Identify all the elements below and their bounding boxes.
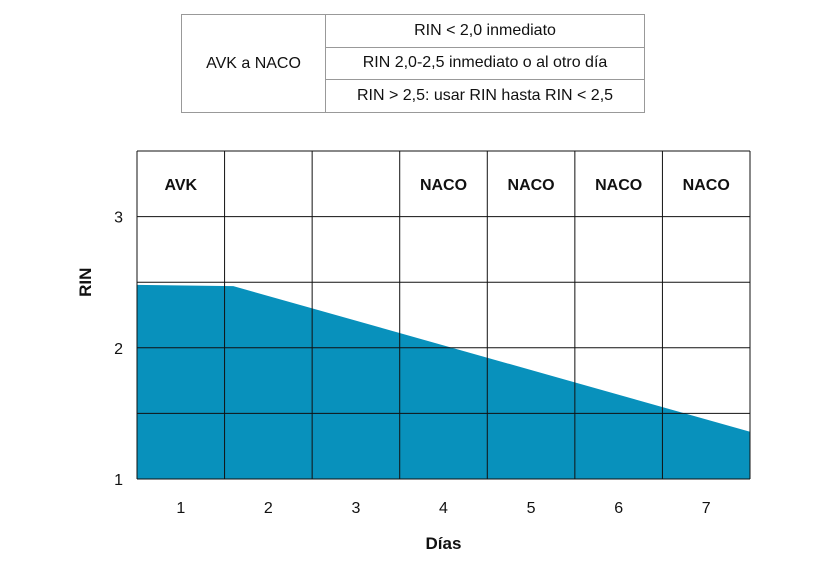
column-header: NACO [595, 177, 642, 194]
y-tick-label: 1 [114, 472, 123, 489]
legend-rule: RIN < 2,0 inmediato [325, 14, 645, 48]
area-layer [137, 284, 750, 479]
column-header: NACO [420, 177, 467, 194]
x-tick-label: 3 [351, 500, 360, 517]
legend-table: AVK a NACO RIN < 2,0 inmediato RIN 2,0-2… [181, 14, 645, 113]
legend-row-label: AVK a NACO [181, 14, 326, 113]
column-header: NACO [508, 177, 555, 194]
grid-layer [136, 150, 751, 480]
y-axis-label: RIN [76, 268, 95, 297]
column-header: NACO [683, 177, 730, 194]
x-tick-label: 1 [176, 500, 185, 517]
x-tick-label: 5 [527, 500, 536, 517]
text-layer: AVK NACO NACO NACO NACO 1 2 3 1 2 3 4 5 6 7 Días RIN [76, 177, 730, 553]
rin-area [137, 284, 750, 479]
legend-rule: RIN > 2,5: usar RIN hasta RIN < 2,5 [325, 79, 645, 113]
x-tick-label: 4 [439, 500, 448, 517]
x-axis-label: Días [426, 534, 462, 553]
y-tick-label: 2 [114, 341, 123, 358]
y-tick-label: 3 [114, 210, 123, 227]
column-header: AVK [164, 177, 197, 194]
x-tick-label: 6 [614, 500, 623, 517]
x-tick-label: 2 [264, 500, 273, 517]
x-tick-label: 7 [702, 500, 711, 517]
